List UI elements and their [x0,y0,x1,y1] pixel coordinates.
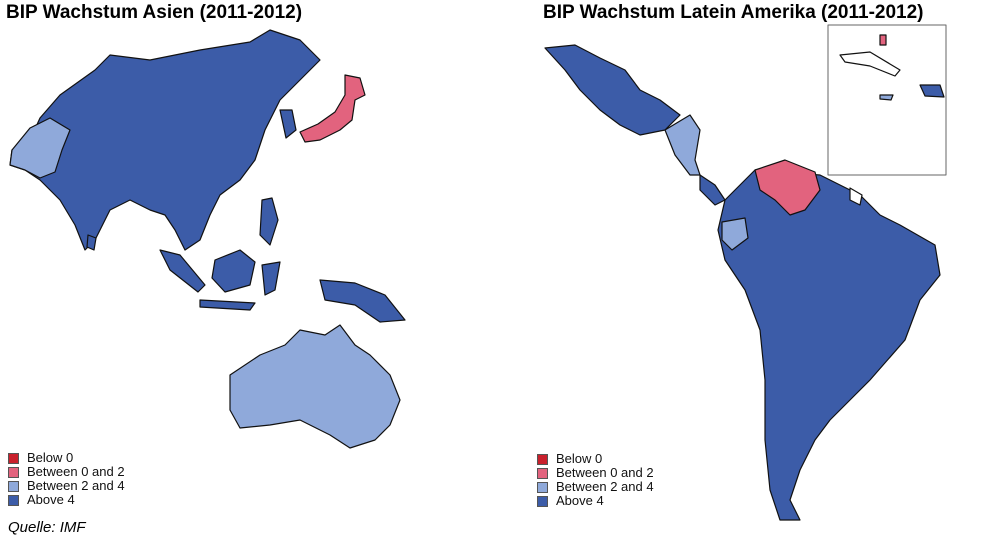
australia [229,324,401,449]
legend-item: Between 0 and 2 [8,465,125,479]
ecuador [721,217,749,251]
legend-item: Above 4 [8,493,125,507]
sri-lanka [86,234,97,251]
legend-label: Between 0 and 2 [27,464,125,479]
asia-map [9,29,406,449]
legend-swatch [537,453,548,465]
legend-item: Between 2 and 4 [8,479,125,493]
legend-swatch [8,480,19,492]
legend-swatch [8,466,19,478]
borneo [211,249,256,293]
legend-swatch [537,467,548,479]
venezuela [754,159,821,216]
japan-region [299,74,366,143]
mexico [544,44,681,136]
legend-item: Between 2 and 4 [537,480,654,494]
jamaica [879,94,894,101]
guyana [849,187,863,206]
legend-swatch [537,495,548,507]
central-america [664,114,701,176]
asia-map-title: BIP Wachstum Asien (2011-2012) [6,2,303,23]
legend-item: Above 4 [537,494,654,508]
cuba [839,51,901,77]
legend-label: Between 0 and 2 [556,465,654,480]
asia-mainland [9,29,321,251]
latam-legend: Below 0 Between 0 and 2 Between 2 and 4 … [537,452,654,508]
latam-map [544,24,947,521]
sumatra [159,249,206,293]
korea-region [279,109,297,139]
legend-label: Below 0 [556,451,603,466]
legend-label: Between 2 and 4 [27,478,125,493]
legend-swatch [8,494,19,506]
philippines [259,197,279,246]
legend-swatch [8,452,19,464]
legend-item: Between 0 and 2 [537,466,654,480]
legend-item: Below 0 [537,452,654,466]
legend-label: Above 4 [27,492,75,507]
dominican-rep [919,84,945,98]
south-america [717,169,941,521]
pakistan-region [9,117,71,179]
latam-map-title: BIP Wachstum Latein Amerika (2011-2012) [543,2,924,23]
new-guinea [319,279,406,323]
legend-label: Between 2 and 4 [556,479,654,494]
legend-swatch [537,481,548,493]
asia-legend: Below 0 Between 0 and 2 Between 2 and 4 … [8,451,125,507]
panama [699,174,726,206]
java [199,299,256,311]
legend-label: Above 4 [556,493,604,508]
bahamas [879,34,887,46]
source-note: Quelle: IMF [8,519,86,536]
legend-label: Below 0 [27,450,74,465]
sulawesi [261,261,281,296]
legend-item: Below 0 [8,451,125,465]
